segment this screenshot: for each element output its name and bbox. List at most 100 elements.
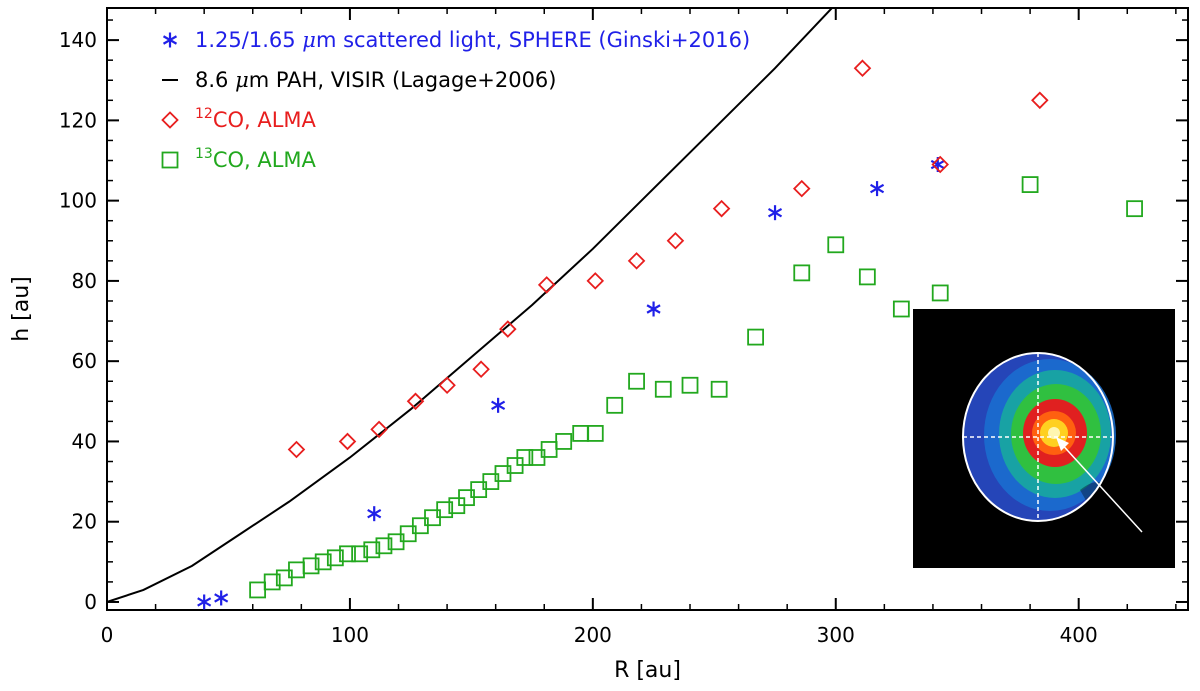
co13-point — [654, 380, 672, 398]
x-tick-label: 400 — [1060, 623, 1098, 647]
scattered-light-point — [214, 590, 229, 606]
legend-label: 13CO, ALMA — [195, 146, 317, 172]
y-axis-label: h [au] — [9, 276, 34, 342]
co12-point — [627, 252, 646, 270]
legend-item: 8.6 μm PAH, VISIR (Lagage+2006) — [162, 68, 557, 92]
y-tick-label: 0 — [84, 590, 97, 614]
co13-point — [363, 541, 381, 559]
asterisk-stroke — [162, 35, 178, 45]
x-tick-label: 100 — [331, 623, 369, 647]
scattered-light-point — [870, 181, 885, 197]
co12-point — [370, 420, 388, 439]
x-tick-label: 200 — [574, 623, 612, 647]
co13-point — [375, 537, 393, 555]
co13-point — [858, 268, 876, 286]
asterisk-stroke — [491, 400, 506, 411]
asterisk-stroke — [646, 304, 661, 314]
legend-text: CO, ALMA — [213, 108, 317, 132]
asterisk-stroke — [767, 207, 783, 218]
asterisk-stroke — [870, 183, 885, 194]
co13-point — [931, 284, 949, 302]
co12-point — [406, 392, 425, 411]
co13-point — [747, 328, 764, 346]
legend-mu: μ — [302, 28, 316, 52]
legend-label: 12CO, ALMA — [195, 106, 317, 132]
co13-point — [1126, 200, 1143, 218]
legend-text: CO, ALMA — [213, 148, 317, 172]
legend-label: 1.25/1.65 μm scattered light, SPHERE (Gi… — [195, 28, 750, 52]
legend-item: 12CO, ALMA — [161, 106, 317, 132]
co12-point — [287, 440, 306, 459]
axes-frame — [106, 7, 1189, 611]
co13-point — [436, 501, 454, 519]
co12-point — [853, 59, 872, 77]
legend-text: 8.6 — [195, 68, 235, 92]
plot-area: 0 100 200 300 400 0 20 40 60 80 100 120 140 R [au] h [… — [9, 7, 1189, 683]
legend-superscript: 13 — [195, 146, 213, 162]
scattered-light-point — [646, 301, 661, 317]
legend-superscript: 12 — [195, 106, 213, 122]
scattered-light-point — [767, 205, 783, 221]
scattered-light-point — [197, 594, 212, 610]
co13-point — [555, 433, 573, 450]
y-tick-label: 100 — [59, 189, 97, 213]
co13-point — [628, 372, 645, 390]
co12-point — [712, 199, 731, 218]
co13-point — [793, 264, 811, 282]
co13-point — [351, 545, 369, 563]
asterisk-stroke — [197, 597, 212, 607]
co13-point — [586, 425, 604, 442]
x-tick-label: 300 — [817, 623, 855, 647]
legend-label: 8.6 μm PAH, VISIR (Lagage+2006) — [195, 68, 557, 92]
legend-mu: μ — [235, 68, 249, 92]
co13-point — [572, 425, 590, 442]
y-tick-label: 20 — [72, 510, 97, 534]
legend-symbol — [161, 151, 179, 169]
asterisk-stroke — [930, 159, 945, 170]
co12-point — [586, 272, 605, 290]
y-tick-label: 140 — [59, 28, 97, 52]
y-tick-label: 80 — [72, 269, 97, 293]
y-tick-label: 60 — [72, 349, 97, 373]
co13-point — [263, 573, 281, 591]
y-tick-label: 120 — [59, 108, 97, 132]
co12-point — [499, 320, 517, 338]
co13-point — [606, 396, 624, 414]
legend-symbol — [161, 111, 179, 129]
scattered-light-point — [491, 397, 506, 413]
co13-point — [827, 236, 845, 254]
co13-point — [710, 380, 728, 398]
legend-item: 13CO, ALMA — [161, 146, 317, 172]
co12-point — [338, 432, 357, 451]
co12-point — [666, 232, 685, 250]
asterisk-stroke — [367, 508, 382, 519]
co13-point — [516, 449, 534, 466]
co12-point — [438, 376, 456, 395]
x-tick-label: 0 — [101, 623, 114, 647]
co13-point — [339, 545, 356, 563]
co13-point — [1021, 176, 1039, 193]
co13-point — [249, 581, 267, 599]
co12-point — [537, 276, 556, 294]
co12-point — [472, 360, 490, 378]
asterisk-stroke — [214, 593, 229, 603]
inset-image — [913, 309, 1175, 568]
data-layer — [107, 8, 1143, 610]
co13-point — [892, 300, 910, 318]
co12-point — [1031, 91, 1049, 110]
legend-item: 1.25/1.65 μm scattered light, SPHERE (Gi… — [162, 28, 750, 52]
legend-symbol — [162, 32, 178, 48]
scattered-light-point — [367, 506, 382, 522]
legend-text: m PAH, VISIR (Lagage+2006) — [249, 68, 557, 92]
legend-text: 1.25/1.65 — [195, 28, 302, 52]
co12-point — [931, 155, 949, 174]
y-tick-label: 40 — [72, 429, 97, 453]
x-axis-label: R [au] — [614, 658, 681, 683]
co13-point — [314, 553, 332, 571]
co13-point — [326, 549, 344, 567]
co13-point — [681, 376, 699, 394]
legend-text: m scattered light, SPHERE (Ginski+2016) — [316, 28, 750, 52]
co13-point — [302, 557, 320, 575]
co12-point — [792, 179, 811, 198]
